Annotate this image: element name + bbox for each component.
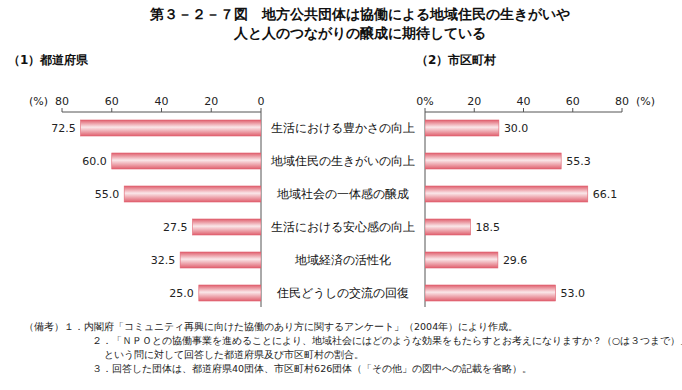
bar: 生活における豊かさの向上 — [81, 120, 261, 136]
tick-label: 0 — [258, 95, 265, 108]
note: ３．回答した団体は、都道府県40団体、市区町村626団体（「その他」の図中への記… — [92, 363, 532, 374]
data-label: 32.5 — [151, 254, 176, 267]
tick-label: 40 — [517, 95, 531, 108]
bars: 生活における豊かさの向上地域住民の生きがいの向上地域社会の一体感の醸成生活におけ… — [425, 120, 588, 301]
chart: 第３－２－７図 地方公共団体は協働による地域住民の生きがいや人と人のつながりの醸… — [0, 0, 682, 390]
data-label: 27.5 — [163, 221, 188, 234]
tick-label: 60 — [566, 95, 580, 108]
note: ２．「ＮＰＯとの協働事業を進めることにより、地域社会にはどのような効果をもたらす… — [92, 335, 682, 346]
data-label: 18.5 — [476, 221, 501, 234]
tick — [261, 108, 262, 112]
tick-label: 80 — [55, 95, 69, 108]
baseline — [261, 112, 262, 307]
tick — [211, 108, 212, 112]
data-label: 25.0 — [169, 287, 194, 300]
category-label: 地域経済の活性化 — [294, 253, 391, 267]
data-label: 29.6 — [503, 254, 528, 267]
note: という問に対して回答した都道府県及び市区町村の割合。 — [104, 349, 364, 360]
title: 人と人のつながりの醸成に期待している — [233, 25, 486, 41]
bar: 地域住民の生きがいの向上 — [112, 153, 261, 169]
subtitle: （1）都道府県 — [8, 53, 89, 67]
tick — [161, 108, 162, 112]
tick — [111, 108, 112, 112]
bar: 地域経済の活性化 — [425, 252, 498, 268]
tick-label: 40 — [155, 95, 169, 108]
data-label: 60.0 — [82, 155, 107, 168]
tick — [425, 108, 426, 112]
tick-label: 0% — [416, 95, 433, 108]
bar: 生活における豊かさの向上 — [425, 120, 499, 136]
tick — [62, 108, 63, 112]
bar: 住民どうしの交流の回復 — [199, 285, 261, 301]
category-label: 生活における豊かさの向上 — [271, 121, 415, 135]
note: （備考）１．内閣府「コミュニティ再興に向けた協働のあり方に関するアンケート」（2… — [24, 321, 518, 332]
tick-label: 20 — [204, 95, 218, 108]
tick — [474, 108, 475, 112]
category-label: 地域社会の一体感の醸成 — [276, 187, 409, 201]
data-label: 55.3 — [566, 155, 591, 168]
bar: 地域社会の一体感の醸成 — [425, 186, 588, 202]
bar: 住民どうしの交流の回復 — [425, 285, 556, 301]
data-label: 55.0 — [95, 188, 120, 201]
panel: （1）都道府県 0 20 40 60 80 (%) 生活における豊かさの向上地域住民の生きがい… — [8, 53, 265, 307]
bar: 生活における安心感の向上 — [425, 219, 471, 235]
data-label: 72.5 — [51, 122, 76, 135]
axis-label: (%) — [29, 95, 48, 108]
bar: 地域住民の生きがいの向上 — [425, 153, 561, 169]
category-label: 住民どうしの交流の回復 — [276, 286, 409, 300]
data-label: 30.0 — [504, 122, 529, 135]
bars: 生活における豊かさの向上地域住民の生きがいの向上地域社会の一体感の醸成生活におけ… — [81, 120, 261, 301]
tick — [572, 108, 573, 112]
data-label: 53.0 — [561, 287, 586, 300]
tick — [523, 108, 524, 112]
tick — [622, 108, 623, 112]
data-label: 66.1 — [593, 188, 618, 201]
subtitle: （2）市区町村 — [416, 53, 496, 67]
axis-label: (%) — [636, 95, 655, 108]
category-label: 地域住民の生きがいの向上 — [270, 154, 415, 168]
tick-label: 80 — [615, 95, 629, 108]
title: 第３－２－７図 地方公共団体は協働による地域住民の生きがいや — [149, 6, 570, 22]
panel: （2）市区町村 0% 20 40 60 80 (%) 生活における豊かさの向上地域住民の生きが… — [416, 53, 655, 307]
baseline — [425, 112, 426, 307]
bar: 生活における安心感の向上 — [193, 219, 261, 235]
bar: 地域経済の活性化 — [180, 252, 261, 268]
category-label: 生活における安心感の向上 — [271, 220, 415, 234]
tick-label: 60 — [105, 95, 119, 108]
bar: 地域社会の一体感の醸成 — [124, 186, 261, 202]
tick-label: 20 — [467, 95, 481, 108]
